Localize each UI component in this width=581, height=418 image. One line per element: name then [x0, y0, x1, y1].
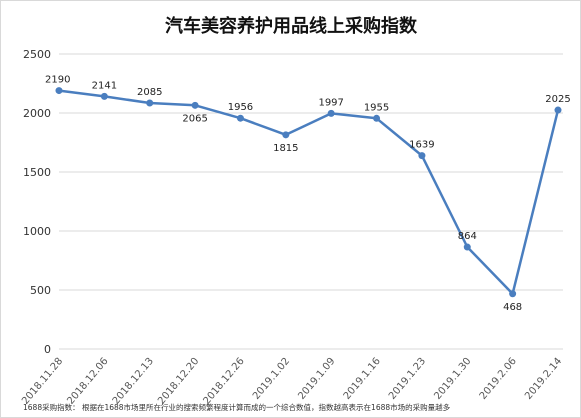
y-tick-label: 1500 [23, 166, 51, 179]
data-point [236, 114, 244, 122]
data-label: 864 [458, 231, 477, 242]
data-point [191, 101, 199, 109]
series-line [58, 89, 560, 296]
y-tick-label: 1000 [23, 225, 51, 238]
chart-title: 汽车美容养护用品线上采购指数 [165, 15, 418, 37]
data-point [282, 131, 290, 139]
data-point [554, 106, 562, 114]
data-label: 2190 [45, 75, 70, 86]
y-tick-label: 2500 [23, 48, 51, 61]
footnote: 1688采购指数： 根据在1688市场里所在行业的搜索频繁程度计算而成的一个综合… [23, 402, 451, 412]
x-tick-label: 2019.1.23 [387, 356, 428, 402]
x-tick-label: 2018.12.13 [111, 356, 156, 407]
data-labels: 2190 2141 2085 2065 1956 1815 1997 1955 1639 864 4… [45, 75, 571, 313]
grid-lines [59, 53, 563, 350]
data-point [327, 109, 335, 117]
x-tick-label: 2018.12.26 [202, 356, 247, 407]
data-label: 468 [503, 302, 522, 313]
data-point [146, 99, 154, 107]
data-point [463, 243, 471, 251]
data-label: 2065 [182, 113, 207, 124]
x-tick-label: 2018.11.28 [20, 356, 65, 407]
data-point [509, 290, 517, 298]
y-tick-label: 0 [44, 343, 51, 356]
data-label: 1997 [318, 97, 343, 108]
data-point [55, 87, 63, 95]
data-label: 2141 [92, 80, 117, 91]
data-label: 2025 [545, 94, 570, 105]
y-tick-label: 2000 [23, 107, 51, 120]
data-label: 1956 [228, 102, 253, 113]
x-tick-label: 2019.1.16 [342, 356, 383, 402]
data-label: 1815 [273, 143, 298, 154]
y-tick-label: 500 [30, 284, 51, 297]
data-point [100, 92, 108, 100]
data-point [373, 114, 381, 122]
data-point [418, 152, 426, 160]
x-axis-ticks: 2018.11.28 2018.12.06 2018.12.13 2018.12.20… [20, 356, 564, 407]
x-tick-label: 2019.2.06 [478, 356, 519, 402]
x-tick-label: 2018.12.20 [156, 356, 201, 407]
x-tick-label: 2019.1.30 [432, 356, 473, 402]
x-tick-label: 2019.1.02 [251, 356, 292, 402]
x-tick-label: 2019.2.14 [523, 356, 564, 402]
y-axis-ticks: 0 500 1000 1500 2000 2500 [23, 48, 51, 356]
data-label: 1639 [409, 140, 434, 151]
data-points [55, 87, 562, 298]
x-tick-label: 2018.12.06 [65, 356, 110, 407]
data-label: 1955 [364, 102, 389, 113]
x-tick-label: 2019.1.09 [296, 356, 337, 402]
series-line-group [58, 89, 560, 296]
data-label: 2085 [137, 87, 162, 98]
